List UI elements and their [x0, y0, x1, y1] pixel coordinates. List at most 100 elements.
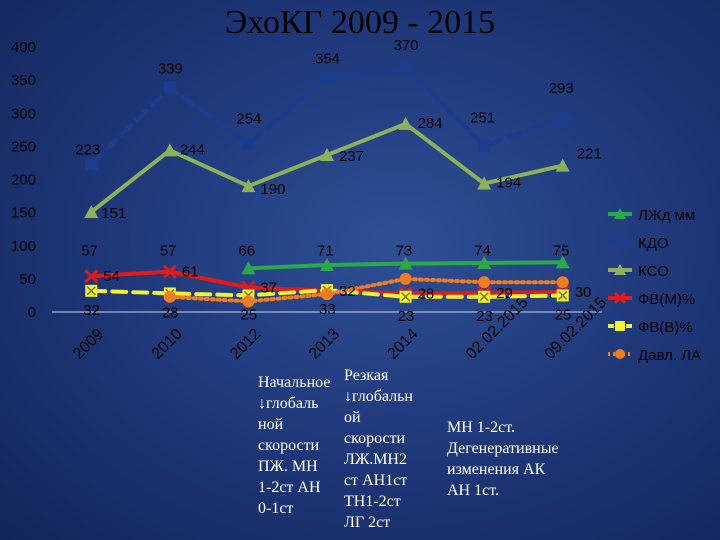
y-tick-label: 200 [11, 172, 36, 189]
annotation-note-3: МН 1-2ст. Дегенеративные изменения АК АН… [447, 419, 559, 499]
data-point-s1-6 [556, 111, 569, 124]
legend-marker-4 [615, 321, 625, 331]
y-tick-label: 400 [11, 39, 36, 56]
data-label-s3-0: 54 [103, 268, 120, 285]
data-label-s2-4: 284 [418, 115, 443, 132]
data-label-s4-6: 25 [555, 306, 572, 323]
data-label-s1-5: 251 [470, 110, 495, 127]
data-point-s5-3 [321, 288, 333, 301]
data-label-s1-4: 370 [394, 37, 419, 54]
y-tick-label: 100 [11, 238, 36, 255]
x-tick-label: 2012 [227, 326, 264, 363]
data-point-s2-6 [555, 158, 570, 172]
data-label-s3-4: 28 [418, 285, 435, 302]
data-point-s2-0 [84, 204, 99, 218]
data-label-s2-5: 194 [496, 174, 521, 191]
data-label-s4-5: 23 [476, 308, 493, 325]
y-tick-label: 150 [11, 205, 36, 222]
lzhd-label-0: 57 [81, 243, 98, 260]
data-label-s1-0: 223 [75, 141, 100, 158]
data-label-s4-1: 28 [162, 304, 179, 321]
data-point-s3-0 [84, 269, 99, 284]
x-tick-label: 09.02.2015 [542, 294, 611, 363]
legend-marker-0 [614, 208, 626, 219]
y-tick-label: 250 [11, 138, 36, 155]
legend-label-4: ФВ(В)% [638, 319, 693, 336]
data-label-s4-2: 25 [240, 306, 257, 323]
data-label-s3-6: 30 [575, 284, 592, 301]
data-point-s5-6 [556, 276, 569, 289]
lzhd-label-3: 71 [317, 243, 334, 260]
data-point-s1-5 [478, 139, 491, 152]
annotation-note-2: Резкая ↓глобальн ой скорости ЛЖ.МН2 ст А… [344, 367, 413, 531]
data-point-s4-6-cross [558, 290, 568, 300]
data-label-s3-5: 29 [496, 285, 513, 302]
data-point-s5-4 [399, 272, 412, 285]
data-label-s2-2: 190 [260, 181, 285, 198]
data-point-s1-0 [85, 158, 98, 171]
data-label-s1-2: 254 [236, 111, 261, 128]
data-point-s0-4 [398, 256, 413, 270]
x-tick-label: 2014 [384, 326, 421, 363]
data-label-s4-3: 33 [319, 301, 336, 318]
data-label-s2-1: 244 [180, 141, 205, 158]
data-point-s0-2 [241, 261, 256, 275]
y-tick-label: 350 [11, 72, 36, 89]
data-label-s2-3: 237 [339, 148, 364, 165]
data-label-s2-0: 151 [101, 205, 126, 222]
legend-label-5: Давл. ЛА [638, 347, 701, 364]
legend-label-2: КСО [638, 263, 669, 280]
x-tick-label: 2009 [70, 326, 107, 363]
legend-label-0: ЛЖд мм [638, 207, 695, 224]
data-point-s4-0-cross [86, 286, 96, 296]
data-point-s1-4 [399, 60, 412, 73]
data-label-s1-3: 354 [315, 50, 340, 67]
data-label-s4-4: 23 [398, 308, 415, 325]
legend-marker-1 [615, 237, 625, 247]
data-point-s4-4-cross [401, 292, 411, 302]
data-point-s3-1 [162, 264, 177, 279]
lzhd-label-5: 74 [474, 243, 491, 260]
data-label-s4-0: 32 [83, 302, 100, 319]
data-point-s0-3 [320, 257, 334, 271]
lzhd-label-6: 75 [553, 243, 570, 260]
data-point-s1-2 [242, 137, 255, 150]
y-tick-label: 50 [19, 271, 36, 288]
lzhd-label-4: 73 [396, 243, 413, 260]
data-point-s2-5 [477, 176, 492, 190]
legend-marker-2 [614, 264, 626, 275]
data-point-s5-1 [163, 290, 176, 303]
data-label-s3-3: 32 [339, 283, 356, 300]
data-point-s1-1 [163, 81, 176, 94]
x-tick-label: 02.02.2015 [463, 294, 532, 363]
data-point-s2-3 [320, 147, 334, 161]
legend-marker-3 [613, 291, 627, 305]
y-tick-label: 300 [11, 105, 36, 122]
data-label-s1-1: 339 [158, 60, 183, 77]
annotation-note-1: Начальное ↓глобаль ной скорости ПЖ. МН 1… [258, 374, 331, 517]
y-tick-label: 0 [28, 304, 36, 321]
data-point-s0-6 [555, 255, 570, 269]
data-point-s5-5 [478, 276, 491, 289]
chart-title: ЭхоКГ 2009 - 2015 [224, 4, 496, 41]
data-label-s3-1: 61 [182, 264, 199, 281]
data-point-s5-2 [242, 295, 255, 308]
x-tick-label: 2013 [306, 326, 343, 363]
data-point-s4-5-cross [479, 292, 489, 302]
data-label-s1-6: 293 [549, 80, 574, 97]
series-line-2 [89, 121, 565, 214]
data-point-s2-2 [241, 179, 256, 193]
data-point-s2-4 [398, 116, 413, 130]
lzhd-label-2: 66 [238, 243, 255, 260]
data-point-s2-1 [162, 143, 177, 157]
x-tick-label: 2010 [149, 326, 186, 363]
lzhd-label-1: 57 [160, 243, 177, 260]
series-line-5 [167, 276, 565, 304]
legend-label-3: ФВ(М)% [638, 291, 695, 308]
data-point-s0-5 [477, 255, 492, 269]
legend-marker-5 [615, 349, 625, 359]
data-label-s3-2: 37 [260, 279, 277, 296]
legend-label-1: КДО [638, 235, 669, 252]
data-label-s2-6: 221 [577, 146, 602, 163]
